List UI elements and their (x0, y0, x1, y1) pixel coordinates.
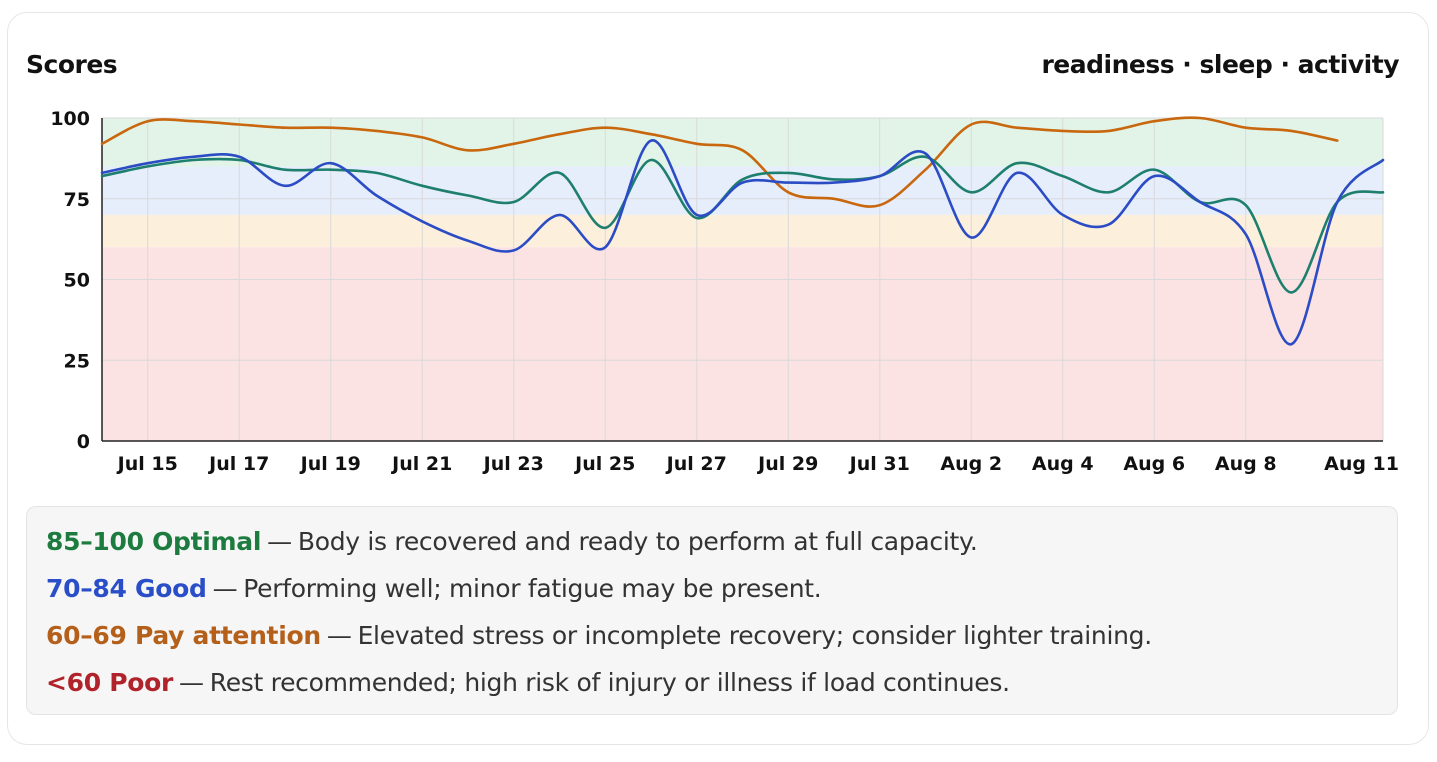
legend-dash: — (326, 621, 352, 650)
y-axis-ticks: 0 25 50 75 100 (50, 108, 90, 453)
legend-range-optimal: 85–100 Optimal (46, 527, 262, 556)
legend-text-attention: Elevated stress or incomplete recovery; … (357, 621, 1153, 650)
x-tick-label: Aug 4 (1032, 453, 1094, 475)
y-tick-label: 50 (64, 270, 90, 292)
score-band-0 (102, 118, 1383, 167)
legend-text-optimal: Body is recovered and ready to perform a… (297, 527, 978, 556)
legend-range-attention: 60–69 Pay attention (46, 621, 321, 650)
legend-item-good: 70–84 Good — Performing well; minor fatigu… (46, 574, 822, 603)
x-tick-label: Aug 8 (1215, 453, 1277, 475)
x-axis-ticks: Jul 15 Jul 17 Jul 19 Jul 21 Jul 23 Jul 25 Jul … (116, 453, 1399, 475)
legend-text-poor: Rest recommended; high risk of injury or… (209, 668, 1010, 697)
series-line-0 (100, 116, 1339, 208)
x-tick-label: Jul 23 (482, 453, 544, 475)
x-tick-label: Jul 15 (116, 453, 178, 475)
score-legend: 85–100 Optimal — Body is recovered and rea… (26, 506, 1398, 715)
x-tick-label: Jul 21 (390, 453, 452, 475)
legend-dash: — (179, 668, 204, 697)
legend-item-optimal: 85–100 Optimal — Body is recovered and rea… (46, 527, 978, 556)
y-tick-label: 25 (64, 350, 90, 372)
x-tick-label: Jul 27 (665, 453, 727, 475)
score-band-1 (102, 166, 1383, 215)
legend-range-poor: <60 Poor (46, 668, 174, 697)
x-tick-label: Jul 29 (756, 453, 818, 475)
x-tick-label: Jul 19 (299, 453, 361, 475)
x-tick-label: Aug 6 (1123, 453, 1185, 475)
legend-text-good: Performing well; minor fatigue may be pr… (243, 574, 822, 603)
scores-line-chart: 0 25 50 75 100 Jul 15 Jul 17 Jul 19 Jul 21 Jul 2… (50, 108, 1399, 475)
legend-dash: — (212, 574, 238, 603)
x-tick-label: Jul 25 (573, 453, 635, 475)
chart-series (100, 116, 1385, 346)
legend-dash: — (267, 527, 292, 556)
x-tick-label: Aug 11 (1324, 453, 1399, 475)
x-tick-label: Jul 31 (848, 453, 910, 475)
score-band-3 (102, 247, 1383, 441)
y-tick-label: 100 (50, 108, 90, 130)
chart-subtitle: readiness · sleep · activity (1041, 50, 1399, 79)
y-tick-label: 0 (77, 431, 90, 453)
legend-range-good: 70–84 Good (46, 574, 207, 603)
x-tick-label: Jul 17 (207, 453, 269, 475)
legend-item-attention: 60–69 Pay attention — Elevated stress or i… (46, 621, 1152, 650)
score-band-2 (102, 214, 1383, 248)
legend-item-poor: <60 Poor — Rest recommended; high risk of … (46, 668, 1010, 697)
x-tick-label: Aug 2 (940, 453, 1002, 475)
series-line-2 (100, 139, 1385, 346)
y-tick-label: 75 (64, 189, 90, 211)
chart-title: Scores (26, 50, 118, 79)
